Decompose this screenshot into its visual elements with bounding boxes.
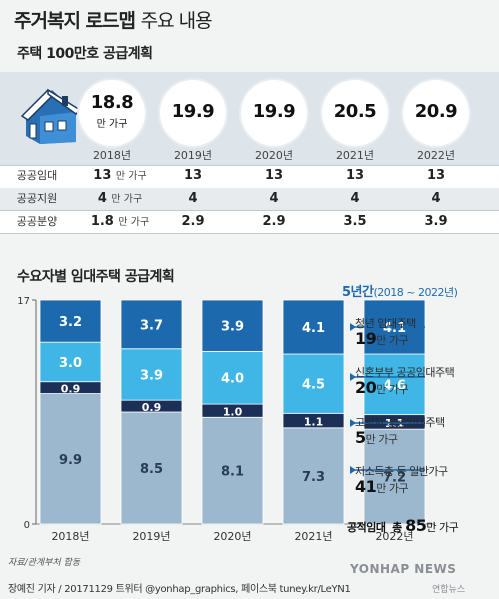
year-label: 2021년 (335, 149, 375, 162)
category-newlywed: 신혼부부 공공임대주택 20만 가구 (355, 366, 455, 397)
table-cell: 4 (269, 191, 279, 206)
x-tick-label: 2018년 (51, 530, 89, 543)
total-value-2022: 20.9 (414, 101, 458, 122)
data-label: 7.2 (383, 471, 406, 486)
title-bold: 주거복지 로드맵 (14, 10, 136, 32)
table-cell: 4 (431, 191, 441, 206)
data-label: 3.7 (140, 318, 163, 333)
bar-segment (363, 353, 426, 416)
y-tick-label: 0 (24, 520, 30, 531)
bar-segment (39, 341, 102, 383)
data-label: 1.1 (304, 416, 324, 429)
year-label: 2019년 (173, 149, 213, 162)
bar-segment (282, 427, 345, 525)
x-tick-label: 2021년 (294, 530, 332, 543)
logo-text: 연합뉴스 (432, 585, 466, 595)
data-label: 3.9 (140, 368, 163, 383)
bar-segment (120, 348, 183, 401)
table-cell: 13 (264, 168, 284, 183)
title-rest: 주요 내용 (140, 10, 213, 32)
plan1-subtitle: 주택 100만호 공급계획 (17, 46, 153, 62)
total-circle-2020 (241, 80, 307, 146)
watermark: YONHAP NEWS (350, 562, 457, 576)
row-label-public-support: 공공지원 (16, 192, 58, 205)
connector-arrow (350, 373, 356, 381)
year-label: 2020년 (254, 149, 294, 162)
stacked-bar-chart: 0 17 9.9 0.9 3.0 3.2 2018년 8.5 0.9 3.9 3.7 2019년 8.1… (17, 296, 435, 543)
table-cell: 13 (345, 168, 365, 183)
bar-segment (282, 299, 345, 355)
data-label: 3.0 (59, 356, 82, 371)
bar-segment (201, 299, 264, 352)
bar-segment (39, 393, 102, 525)
total-value-2020: 19.9 (252, 101, 296, 122)
year-label: 2018년 (92, 149, 132, 162)
total-unit-2018: 만 가구 (96, 119, 128, 130)
data-label: 4.6 (383, 378, 406, 393)
total-value-2021: 20.5 (333, 101, 377, 122)
category-low-income: 저소득층 등 일반가구 41만 가구 (355, 465, 448, 496)
total-circle-2019 (160, 80, 226, 146)
table-row (0, 211, 499, 234)
data-label: 8.1 (221, 465, 244, 480)
row-label-public-rental: 공공임대 (16, 169, 58, 182)
data-label: 3.9 (221, 320, 244, 335)
data-label: 1.0 (223, 406, 243, 419)
connector-arrow (350, 419, 356, 427)
bar-segment (201, 416, 264, 525)
total-circle-2022 (403, 80, 469, 146)
table-row (0, 165, 499, 189)
table-cell: 4 (188, 191, 198, 206)
year-label: 2022년 (416, 149, 456, 162)
data-label: 4.0 (221, 372, 244, 387)
x-tick-label: 2022년 (375, 530, 413, 543)
bar-segment (363, 428, 426, 525)
category-youth: 청년 임대주택 19만 가구 (355, 317, 416, 348)
connector-arrow (350, 466, 356, 474)
table-cell: 3.9 (424, 214, 448, 229)
data-label: 3.2 (59, 315, 82, 330)
credit-line: 장예진 기자 / 20171129 트위터 @yonhap_graphics, … (8, 584, 351, 595)
table-cell: 1.8 만 가구 (90, 214, 150, 229)
data-label: 4.1 (302, 321, 325, 336)
data-label: 4.5 (302, 378, 325, 393)
data-label: 9.9 (59, 453, 82, 468)
plan2-subtitle: 수요자별 임대주택 공급계획 (17, 269, 175, 285)
data-label: 4.1 (383, 321, 406, 336)
total-value-2019: 19.9 (171, 101, 215, 122)
total-value-2018: 18.8 (90, 92, 134, 113)
table-cell: 13 (183, 168, 203, 183)
table-cell: 2.9 (181, 214, 205, 229)
source-note: 자료/관계부처 합동 (8, 558, 81, 568)
table-cell: 4 만 가구 (97, 191, 143, 206)
x-tick-label: 2020년 (213, 530, 251, 543)
five-year-label: 5년간(2018 ~ 2022년) (342, 285, 458, 300)
bar-segment (120, 299, 183, 350)
y-tick-label: 17 (17, 296, 30, 307)
table-cell: 2.9 (262, 214, 286, 229)
data-label: 0.9 (142, 401, 162, 414)
connector-arrow (350, 323, 356, 331)
table-cell: 13 (426, 168, 446, 183)
table-row (0, 188, 499, 211)
bar-segment (39, 299, 102, 343)
grand-total: 공적임대 총 85만 가구 (347, 516, 459, 535)
bar-segment (201, 350, 264, 405)
x-tick-label: 2019년 (132, 530, 170, 543)
data-label: 8.5 (140, 462, 163, 477)
data-label: 0.9 (61, 383, 81, 396)
total-circle-2021 (322, 80, 388, 146)
table-cell: 13 만 가구 (93, 168, 147, 183)
page-title: 주거복지 로드맵 주요 내용 (14, 6, 213, 33)
data-label: 7.3 (302, 470, 325, 485)
row-label-public-sale: 공공분양 (16, 215, 58, 228)
table-cell: 3.5 (343, 214, 367, 229)
house-icon (20, 88, 82, 144)
category-elderly: 고령자 공공임대주택 5만 가구 (355, 416, 445, 447)
total-circle-2018 (79, 80, 145, 146)
table-cell: 4 (350, 191, 360, 206)
bar-segment (120, 411, 183, 525)
